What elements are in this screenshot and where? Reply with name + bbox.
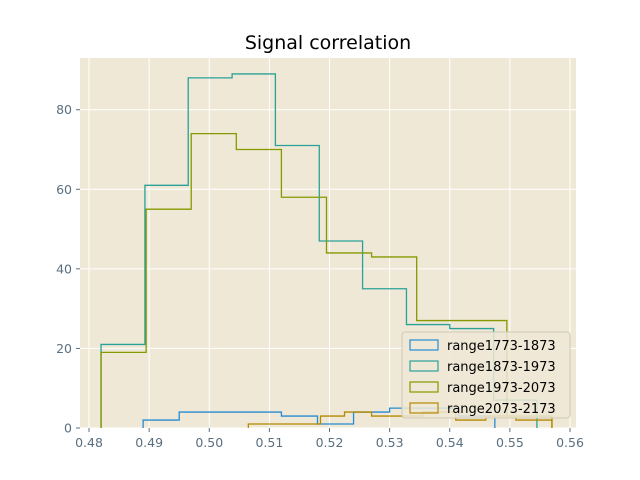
x-tick-label: 0.51 — [255, 435, 283, 450]
histogram-bin — [516, 420, 552, 428]
y-tick-label: 20 — [56, 341, 72, 356]
legend-swatch — [409, 402, 439, 414]
x-tick-label: 0.52 — [316, 435, 344, 450]
y-tick-label: 80 — [56, 102, 72, 117]
histogram-bin — [345, 412, 372, 428]
legend-swatch — [409, 339, 439, 351]
histogram-bin — [191, 134, 236, 428]
series-range1973-2073 — [100, 132, 553, 428]
series-range1873-1973 — [100, 73, 538, 428]
legend-item: range2073-2173 — [409, 402, 556, 417]
legend-frame — [401, 331, 571, 419]
x-tick-label: 0.50 — [195, 435, 223, 450]
histogram-bin — [326, 253, 371, 428]
x-tick-label: 0.49 — [135, 435, 163, 450]
legend-label: range1873-1973 — [447, 360, 556, 375]
legend-item: range1973-2073 — [409, 381, 556, 396]
legend-item: range1773-1873 — [409, 339, 556, 354]
y-tick-label: 40 — [56, 261, 72, 276]
histogram-bin — [320, 416, 344, 428]
histogram-bin — [236, 150, 281, 428]
x-tick-label: 0.53 — [376, 435, 404, 450]
y-tick-label: 0 — [64, 421, 72, 436]
x-tick-label: 0.55 — [496, 435, 524, 450]
histogram-bin — [146, 209, 191, 428]
histogram-bin — [372, 416, 396, 428]
histogram-outline — [100, 132, 553, 428]
legend-item: range1873-1973 — [409, 360, 556, 375]
legend-label: range2073-2173 — [447, 402, 556, 417]
x-tick-label: 0.56 — [556, 435, 584, 450]
legend-label: range1973-2073 — [447, 381, 556, 396]
histogram-bin — [456, 420, 486, 428]
x-axis: 0.48 0.49 0.50 0.51 0.52 0.53 0.54 0.55 0.56 — [75, 428, 584, 450]
histogram-bin — [281, 197, 326, 428]
legend-swatch — [409, 360, 439, 372]
histogram-bin — [101, 352, 146, 428]
chart-title: Signal correlation — [245, 32, 411, 54]
legend-swatch — [409, 381, 439, 393]
histogram-bin — [284, 424, 320, 428]
histogram-bin — [248, 424, 284, 428]
histogram-outline — [100, 73, 538, 428]
x-tick-label: 0.54 — [436, 435, 464, 450]
legend: range1773-1873 range1873-1973 range1973-20… — [401, 331, 571, 419]
x-tick-label: 0.48 — [75, 435, 103, 450]
legend-label: range1773-1873 — [447, 339, 556, 354]
y-tick-label: 60 — [56, 182, 72, 197]
y-axis: 0 20 40 60 80 — [56, 102, 80, 436]
